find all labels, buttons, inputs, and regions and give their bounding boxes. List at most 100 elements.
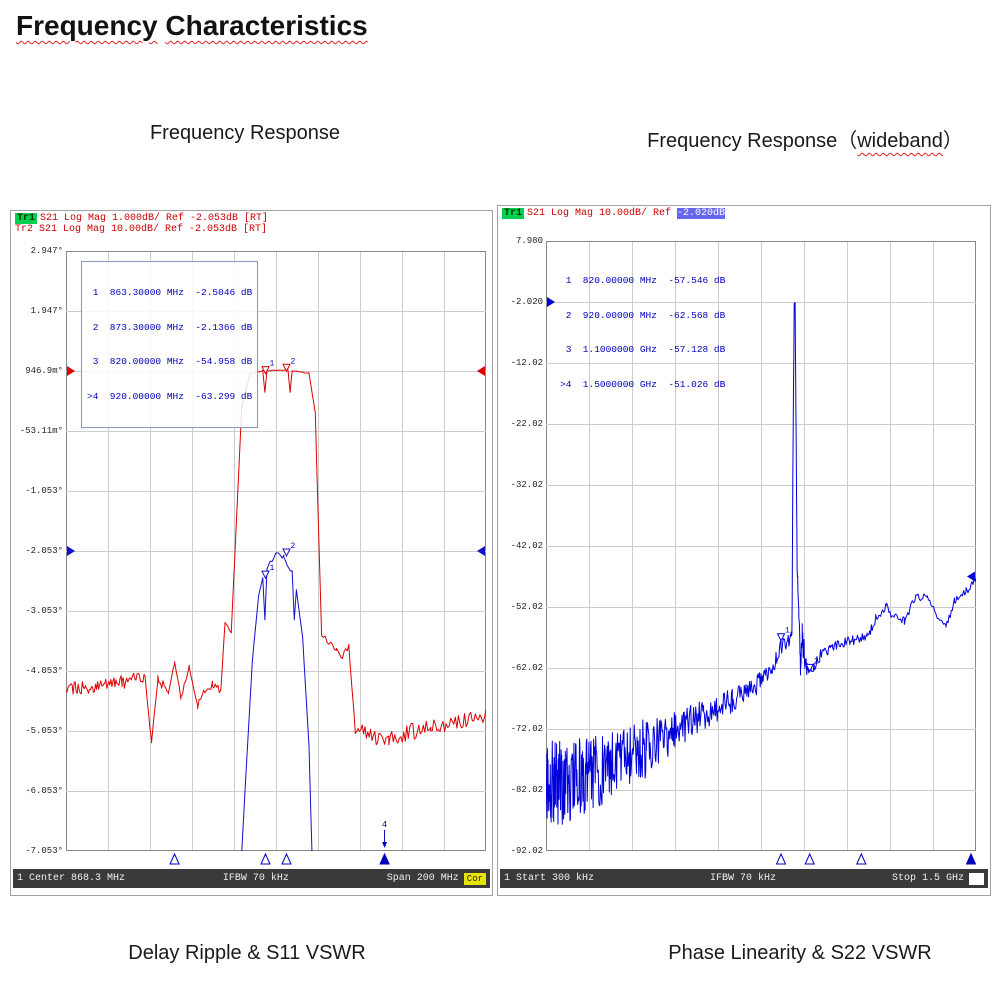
bottom-marker — [775, 852, 787, 865]
right-chart-title-wideband: wideband — [857, 130, 943, 152]
grid — [546, 241, 976, 851]
bottom-marker — [260, 852, 271, 865]
marker-row: 1 863.30000 MHz -2.5046 dB — [87, 287, 253, 298]
stop-frequency-label: Stop 1.5 GHz — [891, 873, 964, 884]
span-label: Span 200 MHz — [386, 873, 459, 884]
y-tick-label: -4.053° — [25, 666, 63, 676]
bottom-marker — [965, 852, 977, 865]
marker-row: 2 873.30000 MHz -2.1366 dB — [87, 321, 253, 333]
trace-0 — [546, 302, 976, 825]
marker-row: 1 820.00000 MHz -57.546 dB — [560, 275, 726, 286]
ref-level-arrow — [477, 366, 485, 376]
y-tick-label: -92.02 — [510, 846, 543, 856]
y-tick-label: -42.02 — [510, 541, 543, 551]
trace-marker-label: 1 — [270, 564, 275, 573]
active-trace-chip: Tr1 — [15, 213, 38, 224]
center-frequency-label: 1 Center 868.3 MHz — [17, 873, 126, 884]
trace2-settings-text: Tr2 S21 Log Mag 10.00dB/ Ref -2.053dB [R… — [15, 224, 268, 235]
bottom-marker — [379, 852, 390, 865]
trace-marker — [261, 570, 270, 580]
y-tick-label: -53.11m° — [19, 426, 63, 436]
y-tick-label: -22.02 — [510, 419, 543, 429]
y-tick-label: -3.053° — [25, 606, 63, 616]
y-tick-label: -5.053° — [25, 726, 63, 736]
bottom-marker — [856, 852, 867, 865]
y-tick-label: 1.947° — [30, 306, 63, 316]
right-bottom-caption: Phase Linearity & S22 VSWR — [668, 942, 932, 964]
marker-row: 3 820.00000 MHz -54.958 dB — [87, 356, 253, 367]
bottom-marker — [804, 852, 815, 865]
y-tick-label: 7.980 — [515, 236, 543, 246]
left-bottom-caption: Delay Ripple & S11 VSWR — [128, 942, 366, 964]
marker-row: >4 920.00000 MHz -63.299 dB — [87, 390, 253, 402]
marker-row: 2 920.00000 MHz -62.568 dB — [560, 309, 726, 321]
active-trace-chip: Tr1 — [502, 208, 525, 219]
trace-marker — [805, 663, 815, 673]
trace-marker-label: 2 — [814, 657, 819, 666]
chart-svg: 1 2 1 2 4 — [66, 251, 486, 865]
y-tick-label: -1.053° — [25, 486, 63, 496]
bottom-marker — [169, 852, 180, 865]
trace-marker — [282, 363, 291, 373]
status-bar: 1 Center 868.3 MHz IFBW 70 kHz Span 200 … — [13, 869, 490, 888]
bottom-marker — [281, 852, 292, 865]
chart-svg: 12 — [546, 241, 977, 865]
y-tick-label: -72.02 — [510, 724, 543, 734]
marker-readout-table: 1 863.30000 MHz -2.5046 dB 2 873.30000 M… — [81, 261, 259, 428]
start-frequency-label: 1 Start 300 kHz — [504, 873, 595, 884]
grid — [66, 251, 486, 851]
y-tick-label: -7.053° — [25, 846, 63, 856]
y-tick-label: -52.02 — [510, 602, 543, 612]
right-chart-title-prefix: Frequency Response（ — [647, 130, 858, 152]
left-chart-title: Frequency Response — [149, 122, 341, 144]
title-word-2: Characteristics — [165, 10, 368, 41]
plot-area: 1 2 1 2 4 — [66, 251, 486, 871]
trace-marker-label: 2 — [291, 357, 296, 366]
down-arrow-icon — [382, 842, 388, 848]
trace-marker — [776, 633, 786, 642]
trace1-settings-text: S21 Log Mag 10.00dB/ Ref — [527, 208, 678, 219]
trace1-settings-line: Tr1 S21 Log Mag 1.000dB/ Ref -2.053dB [RT… — [15, 213, 268, 224]
y-tick-label: 946.9m° — [25, 366, 63, 376]
right-chart-title: Frequency Response（wideband） — [610, 124, 1000, 153]
y-tick-label: -82.02 — [510, 785, 543, 795]
trace-marker-label: 1 — [785, 627, 790, 636]
title-word-1: Frequency — [16, 10, 158, 41]
y-axis-labels: 7.980 -2.020 -12.02 -22.02 -32.02 -42.02 -52.0… — [500, 236, 543, 865]
analyzer-screenshot-left: Tr1 S21 Log Mag 1.000dB/ Ref -2.053dB [RT… — [10, 210, 493, 896]
y-tick-label: -32.02 — [510, 480, 543, 490]
reference-value-highlight: -2.020dB — [677, 208, 726, 219]
y-tick-label: -2.053° — [25, 546, 63, 556]
page-title: Frequency Characteristics — [16, 10, 368, 42]
ifbw-label: IFBW 70 kHz — [709, 873, 776, 884]
marker-row: 3 1.1000000 GHz -57.128 dB — [560, 344, 726, 355]
trace-marker-label: 2 — [291, 542, 296, 551]
y-tick-label: 2.947° — [30, 246, 63, 256]
marker-readout-table: 1 820.00000 MHz -57.546 dB 2 920.00000 M… — [560, 252, 725, 413]
y-tick-label: -6.053° — [25, 786, 63, 796]
trace2-settings-line: Tr2 S21 Log Mag 10.00dB/ Ref -2.053dB [R… — [15, 224, 267, 235]
trace-marker — [282, 548, 291, 558]
marker-number-label: 4 — [382, 820, 387, 830]
analyzer-screenshot-right: Tr1 S21 Log Mag 10.00dB/ Ref -2.020dB 7.9… — [497, 205, 991, 896]
ref-level-arrow — [967, 571, 975, 582]
ref-level-arrow — [547, 297, 555, 307]
trace1-settings-line: Tr1 S21 Log Mag 10.00dB/ Ref -2.020dB — [502, 208, 726, 219]
indicator-box — [969, 872, 984, 885]
y-tick-label: -2.020 — [510, 297, 543, 307]
trace-marker-label: 1 — [270, 360, 275, 369]
cor-indicator: Cor — [463, 872, 486, 885]
ref-level-arrow — [67, 546, 75, 556]
ref-level-arrow — [67, 366, 75, 376]
right-chart-title-suffix: ） — [942, 130, 963, 152]
y-axis-labels: 2.947° 1.947° 946.9m° -53.11m° -1.053° -2.053… — [13, 246, 63, 865]
y-tick-label: -62.02 — [510, 663, 543, 673]
marker-row: >4 1.5000000 GHz -51.026 dB — [560, 378, 726, 390]
trace-marker — [261, 366, 270, 375]
ref-level-arrow — [477, 546, 485, 556]
trace1-settings-text: S21 Log Mag 1.000dB/ Ref -2.053dB [RT] — [40, 213, 269, 224]
trace-1 — [241, 552, 313, 851]
status-bar: 1 Start 300 kHz IFBW 70 kHz Stop 1.5 GHz — [500, 869, 988, 888]
